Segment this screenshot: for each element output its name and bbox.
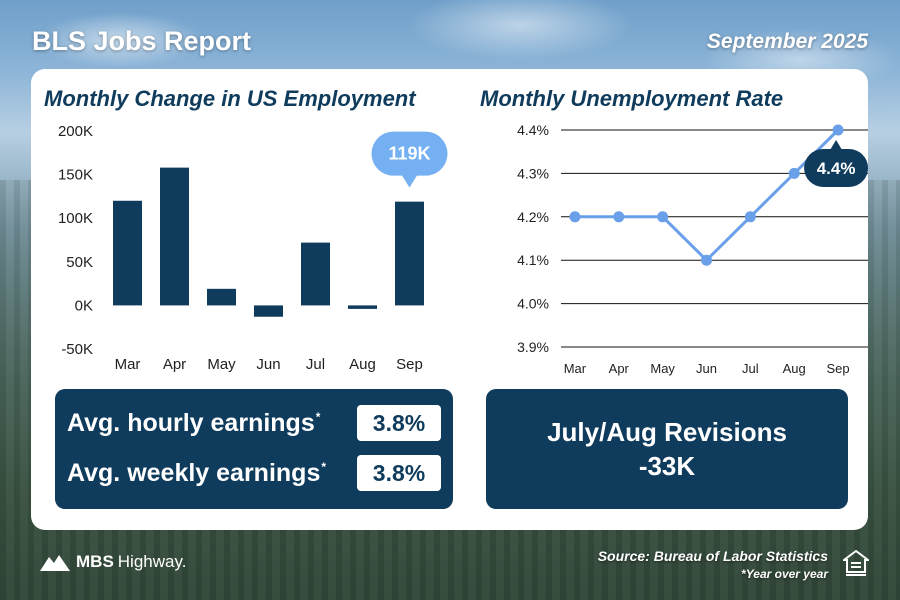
x-tick-label: Jun xyxy=(696,361,717,376)
bar-aug xyxy=(348,305,377,309)
y-tick-label: -50K xyxy=(61,341,93,358)
weekly-earnings-value: 3.8% xyxy=(357,455,441,491)
yoy-note: *Year over year xyxy=(741,567,828,581)
y-tick-label: 100K xyxy=(58,210,93,227)
point-may xyxy=(657,211,669,223)
x-tick-label: Sep xyxy=(396,356,423,373)
y-tick-label: 4.0% xyxy=(517,296,549,312)
revisions-panel: July/Aug Revisions -33K xyxy=(486,389,848,509)
revisions-label: July/Aug Revisions xyxy=(547,417,787,447)
employment-bar-chart: 200K 150K 100K 50K 0K -50K Mar Apr May Jun Jul Aug S… xyxy=(58,123,448,373)
x-tick-label: Jul xyxy=(742,361,759,376)
footnote-mark: * xyxy=(321,460,327,475)
callout-bubble xyxy=(804,149,869,187)
hourly-earnings-row: Avg. hourly earnings* 3.8% xyxy=(67,405,441,441)
point-apr xyxy=(613,211,625,223)
bar-sep xyxy=(395,201,424,306)
y-tick-label: 50K xyxy=(66,254,93,271)
point-jun xyxy=(701,254,712,266)
mountain-icon xyxy=(40,555,70,571)
employment-chart-title: Monthly Change in US Employment xyxy=(44,86,416,111)
y-tick-label: 4.4% xyxy=(517,122,549,138)
report-title: BLS Jobs Report xyxy=(32,26,252,56)
bar-mar xyxy=(113,200,142,306)
y-tick-label: 0K xyxy=(75,297,93,314)
weekly-earnings-label: Avg. weekly earnings* xyxy=(67,458,327,487)
unemployment-callout: 4.4% xyxy=(804,140,869,187)
content-card: Monthly Change in US Employment Monthly … xyxy=(31,69,869,530)
y-tick-label: 4.1% xyxy=(517,252,549,268)
earnings-panel: Avg. hourly earnings* 3.8% Avg. weekly e… xyxy=(55,389,453,509)
report-date: September 2025 xyxy=(706,30,868,53)
unemployment-chart-title: Monthly Unemployment Rate xyxy=(480,86,784,111)
x-tick-label: Apr xyxy=(609,361,630,376)
y-tick-label: 150K xyxy=(58,167,93,184)
y-tick-label: 4.3% xyxy=(517,165,549,181)
bar-jun xyxy=(254,305,283,317)
y-tick-label: 4.2% xyxy=(517,209,549,225)
source-note: Source: Bureau of Labor Statistics *Year… xyxy=(598,548,828,581)
unemployment-line xyxy=(574,128,840,263)
point-sep xyxy=(832,124,844,136)
point-mar xyxy=(569,211,581,223)
equal-housing-icon xyxy=(843,550,869,576)
x-tick-label: Mar xyxy=(564,361,587,376)
callout-pointer xyxy=(830,140,843,150)
x-tick-label: May xyxy=(207,356,236,373)
unemployment-line-chart: 4.4% 4.3% 4.2% 4.1% 4.0% 3.9% Mar Apr May Jun Jul A… xyxy=(517,122,869,376)
point-aug xyxy=(788,167,800,179)
hourly-earnings-label: Avg. hourly earnings* xyxy=(67,408,321,437)
weekly-earnings-row: Avg. weekly earnings* 3.8% xyxy=(67,455,441,491)
bar-apr xyxy=(160,167,189,306)
mbs-highway-logo: MBS Highway. xyxy=(40,552,186,572)
source-text: Source: Bureau of Labor Statistics xyxy=(597,548,828,564)
footnote-mark: * xyxy=(315,410,321,425)
x-tick-label: Jul xyxy=(306,356,325,373)
point-jul xyxy=(744,211,756,223)
x-tick-label: Sep xyxy=(827,361,850,376)
employment-callout: 119K xyxy=(371,131,448,188)
callout-bubble xyxy=(371,131,448,176)
x-tick-label: Aug xyxy=(783,361,806,376)
x-tick-label: Mar xyxy=(115,356,141,373)
y-tick-label: 200K xyxy=(58,123,93,140)
hourly-earnings-value: 3.8% xyxy=(357,405,441,441)
callout-label: 119K xyxy=(388,144,430,164)
callout-pointer xyxy=(401,174,418,188)
bar-may xyxy=(207,288,236,306)
x-tick-label: Aug xyxy=(349,356,376,373)
x-tick-label: May xyxy=(650,361,675,376)
x-tick-label: Apr xyxy=(163,356,186,373)
y-tick-label: 3.9% xyxy=(517,339,549,355)
bar-jul xyxy=(301,242,330,306)
x-tick-label: Jun xyxy=(256,356,280,373)
callout-label: 4.4% xyxy=(817,159,856,178)
revisions-value: -33K xyxy=(638,451,696,481)
